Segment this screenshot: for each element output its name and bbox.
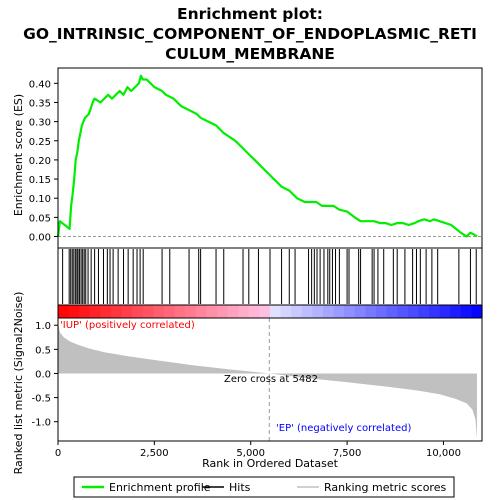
es-y-tick-label: 0.10 [29, 194, 51, 205]
ranking-y-tick-label: 0.0 [35, 369, 51, 380]
legend-label: Ranking metric scores [324, 481, 446, 494]
x-tick-label: 5,000 [236, 448, 265, 459]
legend-label: Enrichment profile [109, 481, 211, 494]
rank-colorbar [58, 305, 483, 318]
colorbar-segment [291, 305, 303, 318]
ranking-y-axis: -1.0 -0.5 0.0 0.5 1.0 [31, 321, 58, 429]
enrichment-profile-series [56, 74, 478, 238]
colorbar-segment [450, 305, 462, 318]
colorbar-segment [471, 305, 483, 318]
ranking-y-tick-label: 1.0 [35, 321, 51, 332]
colorbar-segment [344, 305, 356, 318]
ranking-y-tick-label: -0.5 [31, 394, 51, 405]
colorbar-segment [418, 305, 430, 318]
neg-corr-label: 'EP' (negatively correlated) [276, 423, 411, 434]
colorbar-segment [248, 305, 260, 318]
es-ylabel: Enrichment score (ES) [12, 94, 25, 216]
title-line: Enrichment plot: [177, 5, 323, 23]
colorbar-segment [386, 305, 398, 318]
colorbar-segment [376, 305, 388, 318]
colorbar-segment [79, 305, 91, 318]
es-y-tick-label: 0.00 [29, 233, 51, 244]
colorbar-segment [195, 305, 207, 318]
legend: Enrichment profile Hits Ranking metric sco… [82, 481, 446, 494]
es-y-axis: 0.00 0.05 0.10 0.15 0.20 0.25 0.30 0.35 0.40 [29, 79, 58, 244]
es-y-tick-label: 0.05 [29, 213, 51, 224]
colorbar-segment [439, 305, 451, 318]
ranking-y-tick-label: 0.5 [35, 345, 51, 356]
ranking-panel-frame [57, 317, 483, 442]
colorbar-segment [111, 305, 123, 318]
enrichment-profile-line [56, 74, 478, 238]
colorbar-segment [301, 305, 313, 318]
colorbar-segment [174, 305, 186, 318]
colorbar-segment [68, 305, 80, 318]
colorbar-segment [460, 305, 472, 318]
title-line: GO_INTRINSIC_COMPONENT_OF_ENDOPLASMIC_RE… [23, 25, 477, 43]
colorbar-segment [238, 305, 250, 318]
x-tick-label: 10,000 [426, 448, 461, 459]
legend-label: Hits [229, 481, 251, 494]
colorbar-segment [407, 305, 419, 318]
title-line: CULUM_MEMBRANE [165, 45, 335, 63]
colorbar-segment [89, 305, 101, 318]
plot-title: Enrichment plot: GO_INTRINSIC_COMPONENT_O… [23, 5, 477, 63]
colorbar-segment [227, 305, 239, 318]
colorbar-segment [270, 305, 282, 318]
colorbar-segment [185, 305, 197, 318]
colorbar-segment [217, 305, 229, 318]
x-tick-label: 7,500 [333, 448, 362, 459]
colorbar-segment [429, 305, 441, 318]
pos-corr-label: 'IUP' (positively correlated) [60, 320, 195, 331]
colorbar-segment [397, 305, 409, 318]
colorbar-segment [365, 305, 377, 318]
ranking-metric-area [58, 322, 477, 439]
colorbar-segment [132, 305, 144, 318]
ranking-y-tick-label: -1.0 [31, 418, 51, 429]
colorbar-segment [280, 305, 292, 318]
zero-cross-label: Zero cross at 5482 [224, 374, 318, 385]
es-y-tick-label: 0.15 [29, 175, 51, 186]
es-y-tick-label: 0.20 [29, 156, 51, 167]
colorbar-segment [121, 305, 133, 318]
hits-panel [62, 249, 477, 304]
colorbar-segment [153, 305, 165, 318]
colorbar-segment [100, 305, 112, 318]
colorbar-segment [333, 305, 345, 318]
legend-box [73, 476, 455, 498]
colorbar-segment [354, 305, 366, 318]
es-y-tick-label: 0.25 [29, 137, 51, 148]
colorbar-segment [323, 305, 335, 318]
x-tick-label: 2,500 [140, 448, 169, 459]
colorbar-segment [312, 305, 324, 318]
es-y-tick-label: 0.35 [29, 98, 51, 109]
colorbar-segment [206, 305, 218, 318]
x-axis-label: Rank in Ordered Dataset [202, 457, 339, 470]
colorbar-segment [142, 305, 154, 318]
es-y-tick-label: 0.30 [29, 118, 51, 129]
x-tick-label: 0 [55, 448, 61, 459]
ranking-metric-series [58, 322, 477, 439]
x-axis: 0 2,500 5,000 7,500 10,000 [55, 441, 461, 459]
es-y-tick-label: 0.40 [29, 79, 51, 90]
ranking-ylabel: Ranked list metric (Signal2Noise) [12, 292, 25, 475]
colorbar-segment [164, 305, 176, 318]
colorbar-segment [58, 305, 70, 318]
colorbar-segment [259, 305, 271, 318]
